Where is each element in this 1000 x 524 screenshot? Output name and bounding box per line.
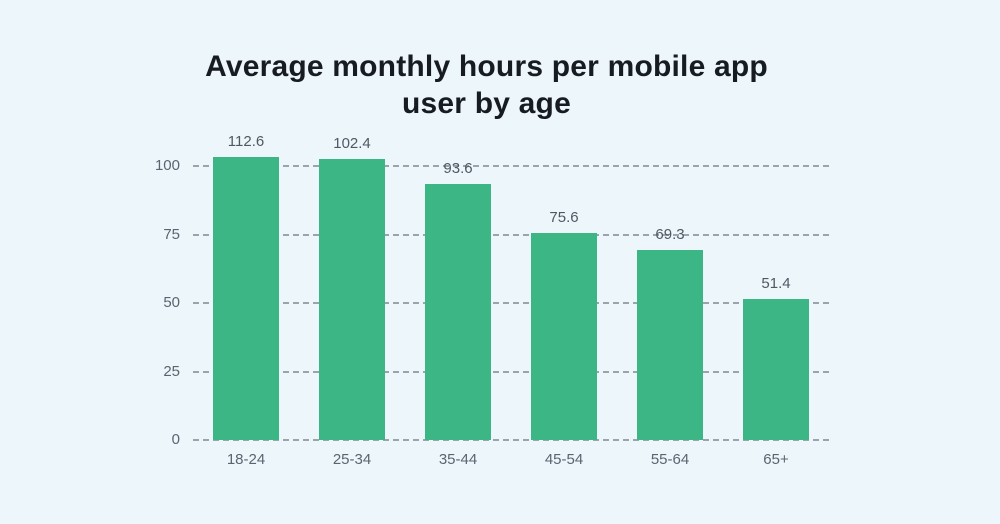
x-axis-label: 65+ — [763, 451, 789, 468]
chart-title-line2: user by age — [402, 87, 571, 120]
bars: 112.6 18-24 102.4 25-34 93.6 35-44 75.6 45-54 69… — [193, 133, 829, 468]
gridline-50: 50 — [163, 294, 829, 311]
bar-value-label: 93.6 — [443, 159, 473, 177]
bar-25-34: 102.4 25-34 — [319, 135, 385, 468]
chart-title-line1: Average monthly hours per mobile app — [205, 50, 768, 83]
y-tick-label: 100 — [154, 157, 180, 175]
gridline-0: 0 — [172, 431, 829, 448]
chart-title: Average monthly hours per mobile app use… — [0, 48, 973, 122]
plot-area: 0 25 50 75 100 112.6 18-24 102.4 25-34 93.6 35-44… — [155, 133, 829, 468]
bar-value-label: 75.6 — [549, 208, 579, 226]
y-tick-label: 25 — [163, 362, 180, 380]
bar-55-64: 69.3 55-64 — [637, 226, 703, 468]
bar-value-label: 69.3 — [655, 226, 685, 244]
y-tick-label: 75 — [163, 225, 180, 243]
bar-value-label: 102.4 — [333, 135, 371, 153]
bar-18-24: 112.6 18-24 — [213, 133, 279, 468]
x-axis-label: 55-64 — [650, 451, 690, 468]
y-tick-label: 0 — [171, 431, 180, 448]
x-axis-label: 25-34 — [332, 451, 372, 468]
gridline-100: 100 — [155, 157, 829, 174]
y-tick-label: 50 — [163, 294, 180, 312]
x-axis-label: 35-44 — [438, 451, 478, 468]
bar-45-54: 75.6 45-54 — [531, 209, 597, 468]
bar-35-44: 93.6 35-44 — [425, 160, 491, 468]
bar-value-label: 51.4 — [761, 275, 791, 293]
bar-65+: 51.4 65+ — [743, 275, 809, 468]
bar-value-label: 112.6 — [227, 133, 265, 150]
x-axis-label: 18-24 — [226, 451, 266, 468]
gridlines: 0 25 50 75 100 — [155, 157, 829, 448]
x-axis-label: 45-54 — [544, 451, 584, 468]
gridline-75: 75 — [163, 226, 829, 243]
gridline-25: 25 — [163, 363, 829, 380]
